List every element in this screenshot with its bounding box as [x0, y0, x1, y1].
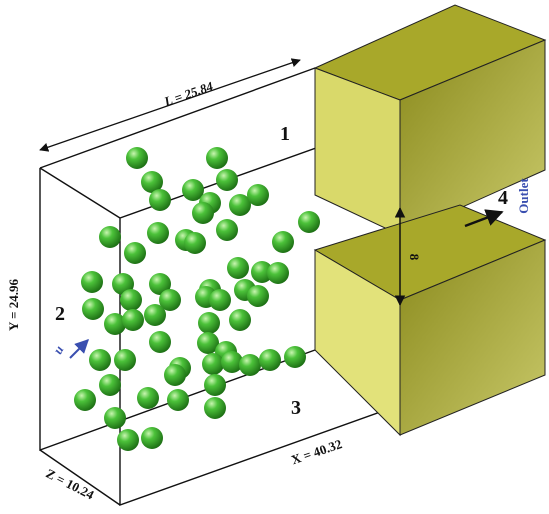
- particle: [141, 171, 163, 193]
- particle: [89, 349, 111, 371]
- upper-block: [313, 4, 547, 236]
- particle: [99, 226, 121, 248]
- height-label: Y = 24.96: [6, 278, 21, 331]
- particle: [192, 202, 214, 224]
- particle: [164, 364, 186, 386]
- particle: [209, 289, 231, 311]
- particle: [104, 407, 126, 429]
- particle: [298, 211, 320, 233]
- particle: [284, 346, 306, 368]
- outlet-arrow: [464, 209, 504, 228]
- particle: [221, 351, 243, 373]
- particle: [124, 242, 146, 264]
- lower-block: [313, 204, 547, 437]
- outlet-label: Outlet: [516, 178, 531, 214]
- particle: [216, 219, 238, 241]
- length-label: L = 25.84: [161, 78, 215, 109]
- particle: [272, 231, 294, 253]
- particle: [82, 298, 104, 320]
- region-label: 2: [55, 303, 65, 325]
- particle: [182, 179, 204, 201]
- particles: [74, 147, 320, 451]
- particle: [114, 349, 136, 371]
- inlet-arrow: [69, 339, 89, 359]
- particle: [122, 309, 144, 331]
- particle: [99, 374, 121, 396]
- particle: [167, 389, 189, 411]
- particle: [120, 289, 142, 311]
- particle: [159, 289, 181, 311]
- particle: [104, 313, 126, 335]
- particle: [141, 427, 163, 449]
- particle: [227, 257, 249, 279]
- particle: [247, 184, 269, 206]
- particle: [184, 232, 206, 254]
- particle: [117, 429, 139, 451]
- particle: [144, 304, 166, 326]
- particle: [197, 332, 219, 354]
- particle: [126, 147, 148, 169]
- gap-label: 8: [407, 254, 422, 261]
- region-label: 3: [291, 397, 301, 419]
- region-label: 4: [498, 187, 508, 209]
- particle: [204, 397, 226, 419]
- block-front: [399, 239, 546, 436]
- particle: [206, 147, 228, 169]
- block-front: [399, 39, 546, 236]
- velocity-label: u: [50, 343, 67, 357]
- width-label: X = 40.32: [289, 436, 344, 467]
- region-label: 1: [280, 123, 290, 145]
- particle: [229, 194, 251, 216]
- particle: [149, 331, 171, 353]
- particle: [198, 312, 220, 334]
- particle: [149, 273, 171, 295]
- particle: [137, 387, 159, 409]
- particle: [259, 349, 281, 371]
- particle: [247, 285, 269, 307]
- length-arrow: [39, 58, 301, 152]
- particle: [251, 261, 273, 283]
- particle: [147, 222, 169, 244]
- particle: [74, 389, 96, 411]
- particle: [81, 271, 103, 293]
- particle: [149, 189, 171, 211]
- particle: [267, 262, 289, 284]
- particle: [204, 374, 226, 396]
- particle: [239, 354, 261, 376]
- particle: [216, 169, 238, 191]
- particle: [229, 309, 251, 331]
- particle: [202, 353, 224, 375]
